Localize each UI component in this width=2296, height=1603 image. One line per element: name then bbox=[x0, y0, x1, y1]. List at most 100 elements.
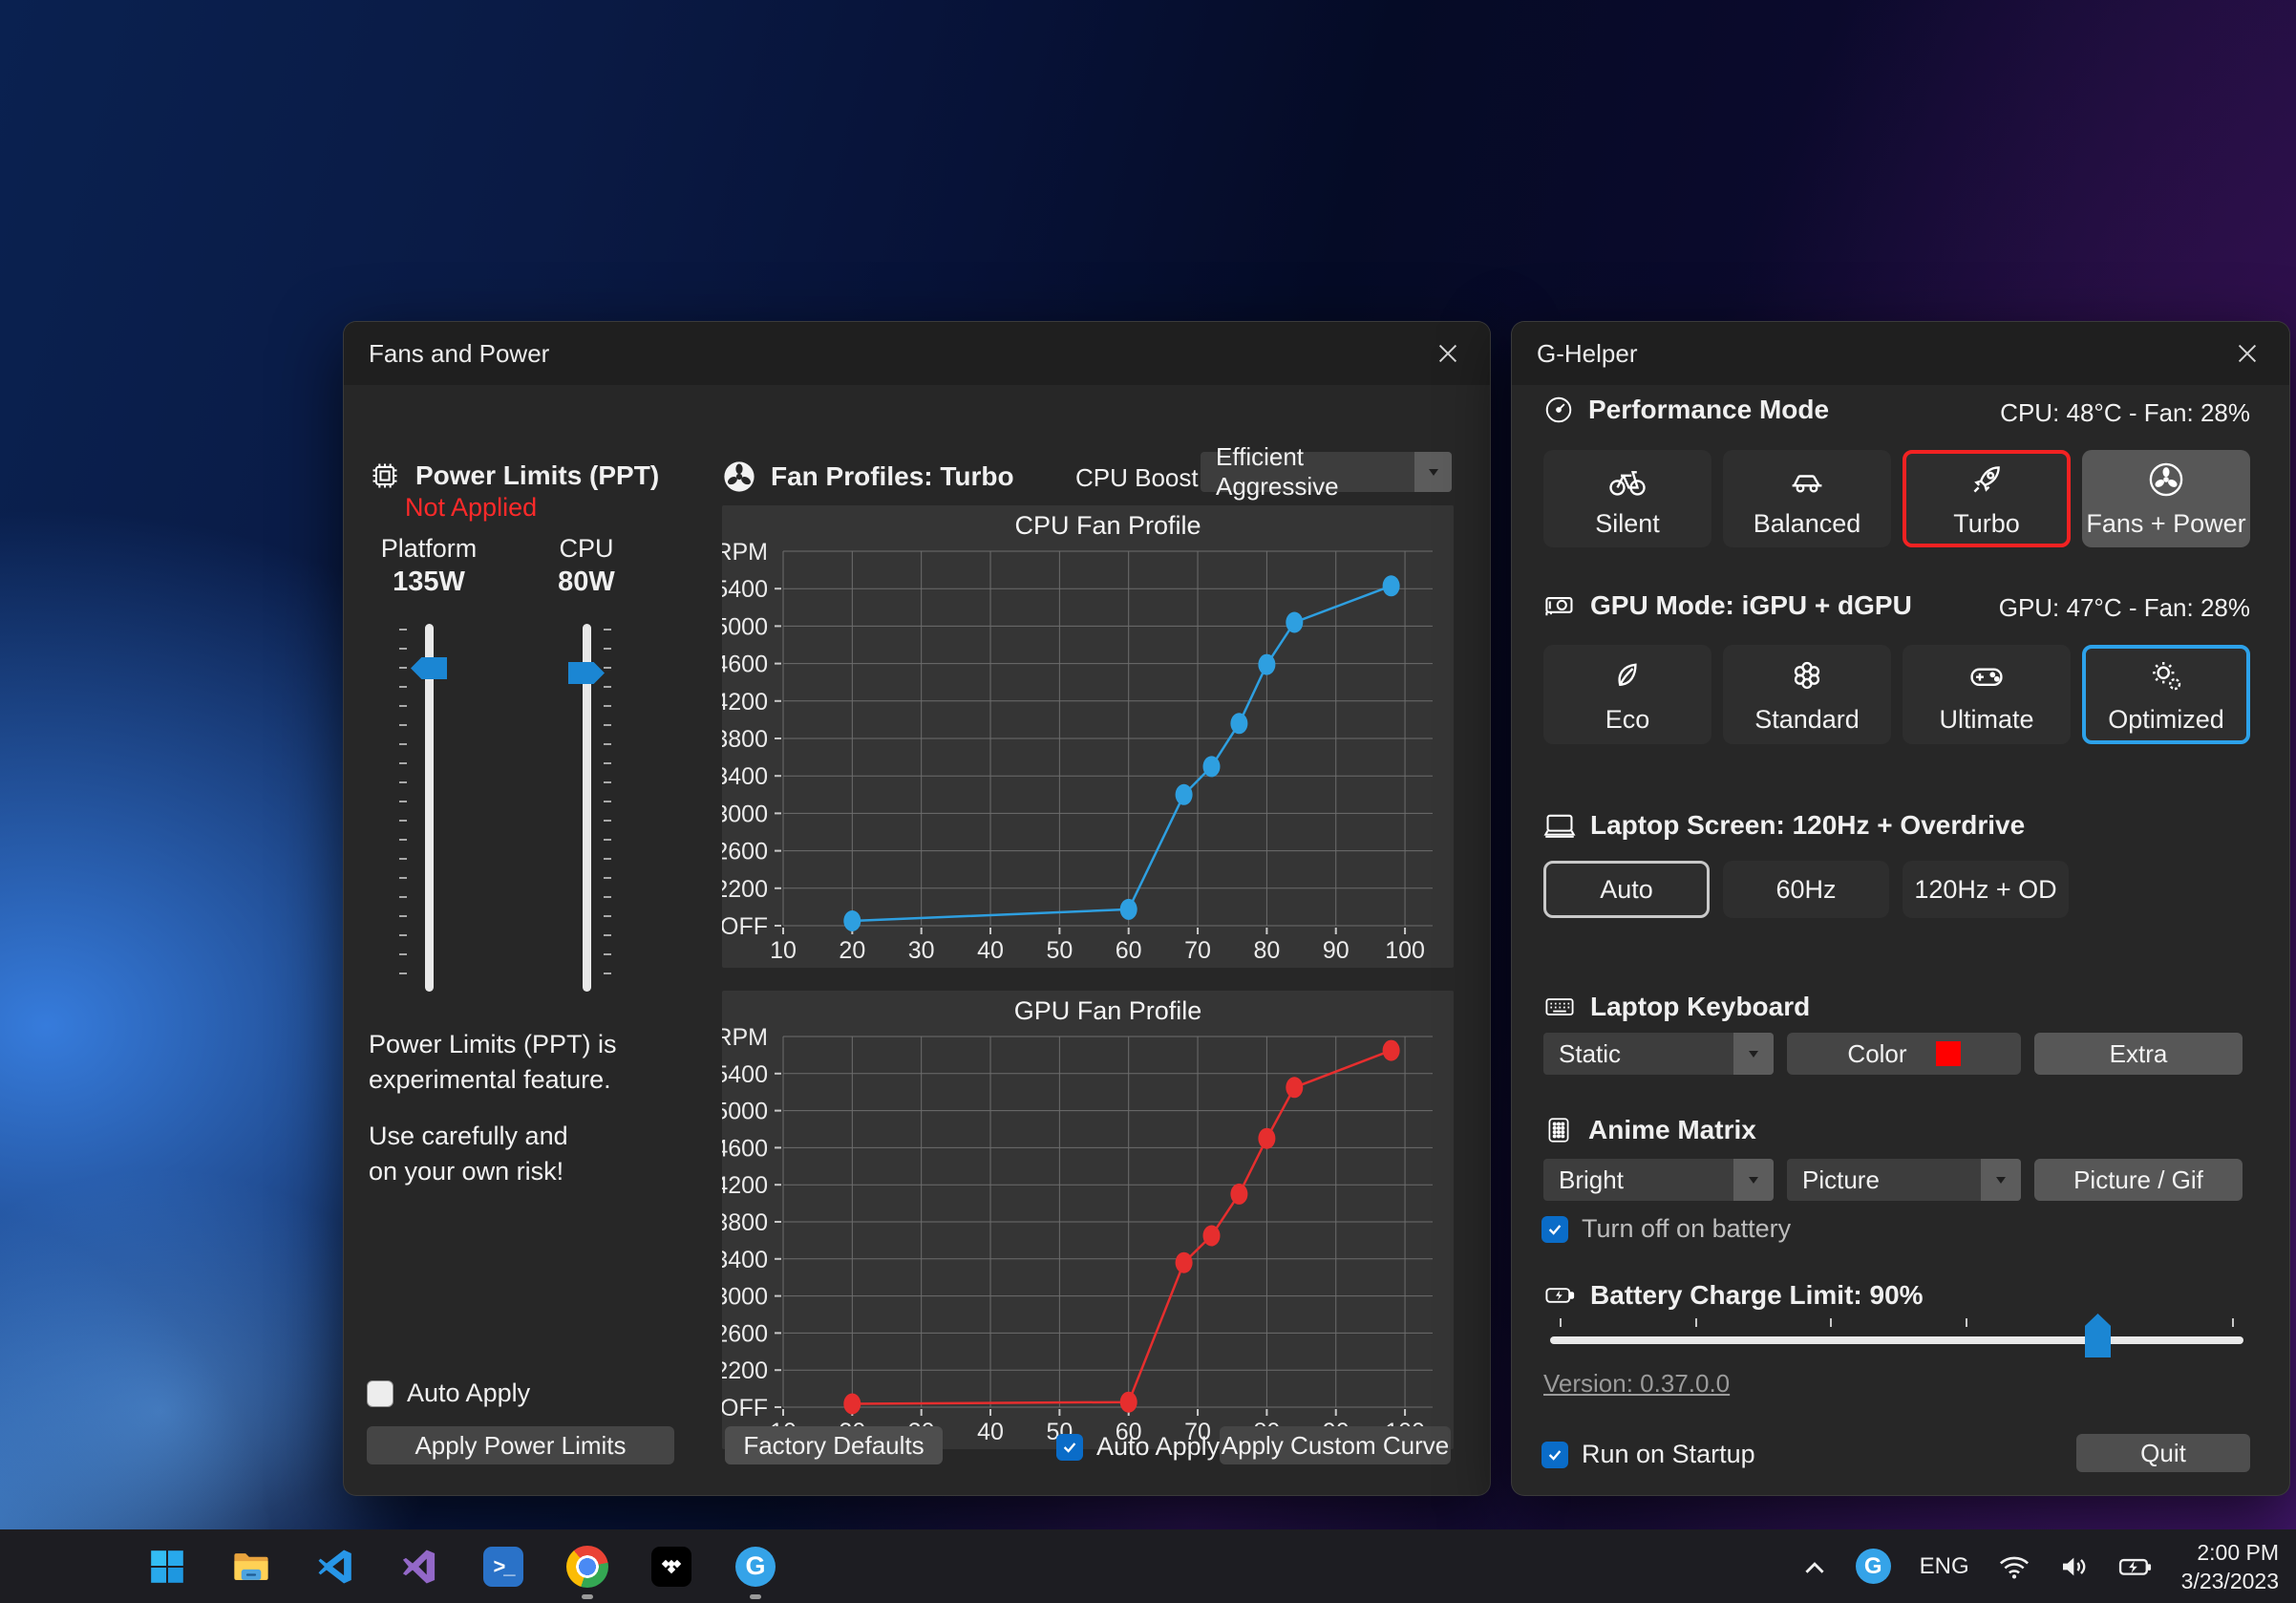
svg-text:3400: 3400 bbox=[722, 1247, 768, 1273]
svg-text:3800: 3800 bbox=[722, 1209, 768, 1236]
cpu-label: CPU bbox=[559, 534, 614, 563]
laptop-screen-header: Laptop Screen: 120Hz + Overdrive bbox=[1543, 809, 2025, 842]
auto-apply-power-row[interactable]: Auto Apply bbox=[367, 1379, 530, 1408]
factory-defaults-button[interactable]: Factory Defaults bbox=[725, 1426, 943, 1464]
close-icon[interactable] bbox=[1427, 332, 1469, 374]
battery-icon[interactable] bbox=[2118, 1554, 2153, 1579]
auto-apply-curve-row[interactable]: Auto Apply bbox=[1056, 1432, 1220, 1462]
turn-off-on-battery-row[interactable]: Turn off on battery bbox=[1541, 1214, 1791, 1244]
gh-titlebar[interactable]: G-Helper bbox=[1512, 322, 2289, 385]
apply-custom-curve-button[interactable]: Apply Custom Curve bbox=[1220, 1426, 1451, 1464]
date: 3/23/2023 bbox=[2180, 1568, 2279, 1593]
gpu-eco-button[interactable]: Eco bbox=[1543, 645, 1711, 744]
optimized-bulb-gear-icon bbox=[2153, 661, 2181, 690]
svg-text:3800: 3800 bbox=[722, 726, 768, 753]
svg-text:3000: 3000 bbox=[722, 1284, 768, 1311]
anime-mode-dropdown[interactable]: Picture bbox=[1787, 1159, 2021, 1201]
svg-text:30: 30 bbox=[908, 937, 935, 964]
start-button[interactable] bbox=[145, 1545, 189, 1589]
gamepad-icon bbox=[1970, 668, 2003, 686]
run-on-startup-checkbox[interactable] bbox=[1541, 1441, 1568, 1468]
monitor-icon bbox=[1543, 814, 1576, 838]
fans-window-body: Power Limits (PPT) Not Applied Platform … bbox=[344, 385, 1490, 1495]
matrix-icon bbox=[1548, 1118, 1569, 1143]
visual-studio-icon bbox=[402, 1550, 436, 1583]
mode-turbo-button[interactable]: Turbo bbox=[1903, 450, 2071, 547]
check-icon bbox=[1548, 1449, 1562, 1461]
chip-icon bbox=[372, 463, 397, 488]
quit-button[interactable]: Quit bbox=[2076, 1434, 2250, 1472]
close-icon[interactable] bbox=[2226, 332, 2268, 374]
svg-text:90: 90 bbox=[1323, 937, 1350, 964]
file-explorer-icon bbox=[234, 1552, 268, 1580]
svg-text:OFF: OFF bbox=[722, 1395, 768, 1421]
platform-slider-handle[interactable] bbox=[411, 657, 447, 679]
anime-picture-gif-button[interactable]: Picture / Gif bbox=[2034, 1159, 2243, 1201]
platform-slider-track[interactable] bbox=[425, 624, 434, 992]
apply-power-limits-button[interactable]: Apply Power Limits bbox=[367, 1426, 674, 1464]
anime-brightness-dropdown[interactable]: Bright bbox=[1543, 1159, 1774, 1201]
gpu-ultimate-button[interactable]: Ultimate bbox=[1903, 645, 2071, 744]
tidal-button[interactable] bbox=[649, 1545, 693, 1589]
auto-apply-curve-checkbox[interactable] bbox=[1056, 1433, 1083, 1461]
vscode-icon bbox=[318, 1550, 351, 1583]
chevron-down-icon bbox=[1981, 1159, 2021, 1201]
cpu-slider-track[interactable] bbox=[583, 624, 591, 992]
svg-text:60: 60 bbox=[1116, 1419, 1142, 1445]
terminal-button[interactable]: >_ bbox=[481, 1545, 525, 1589]
gauge-icon bbox=[1545, 396, 1572, 423]
svg-text:CPU Fan Profile: CPU Fan Profile bbox=[1014, 511, 1201, 540]
color-swatch bbox=[1935, 1041, 1961, 1066]
keyboard-mode-dropdown[interactable]: Static bbox=[1543, 1033, 1774, 1075]
chevron-down-icon bbox=[1733, 1033, 1774, 1075]
gpu-standard-button[interactable]: Standard bbox=[1723, 645, 1891, 744]
battery-slider-track[interactable] bbox=[1550, 1336, 2243, 1344]
chrome-button[interactable] bbox=[565, 1545, 609, 1599]
screen-auto-button[interactable]: Auto bbox=[1543, 861, 1710, 918]
mode-balanced-button[interactable]: Balanced bbox=[1723, 450, 1891, 547]
svg-text:5400: 5400 bbox=[722, 576, 768, 603]
wifi-icon[interactable] bbox=[1998, 1553, 2030, 1580]
gpu-fan-curve[interactable]: OFF 2200 2600 3000 3400 3800 4200 4600 5000 5400 R… bbox=[722, 991, 1454, 1449]
keyboard-color-button[interactable]: Color bbox=[1787, 1033, 2021, 1075]
g-helper-taskbar-button[interactable]: G bbox=[733, 1545, 777, 1599]
leaf-icon bbox=[1618, 662, 1637, 686]
tray-chevron-up-icon[interactable] bbox=[1802, 1557, 1827, 1576]
gpu-fan-chart-panel: OFF 2200 2600 3000 3400 3800 4200 4600 5000 5400 R… bbox=[722, 991, 1454, 1449]
cpu-fan-curve[interactable]: OFF 2200 2600 3000 3400 3800 4200 4600 5000 5400 R… bbox=[722, 505, 1454, 968]
cpu-slider-handle[interactable] bbox=[568, 662, 605, 684]
svg-text:3000: 3000 bbox=[722, 801, 768, 827]
turn-off-on-battery-checkbox[interactable] bbox=[1541, 1215, 1568, 1243]
screen-120hz-od-button[interactable]: 120Hz + OD bbox=[1903, 861, 2069, 918]
battery-slider-handle[interactable] bbox=[2085, 1314, 2111, 1357]
file-explorer-button[interactable] bbox=[229, 1545, 273, 1589]
volume-icon[interactable] bbox=[2059, 1553, 2090, 1580]
svg-text:2600: 2600 bbox=[722, 839, 768, 866]
svg-text:4200: 4200 bbox=[722, 689, 768, 716]
cpu-boost-dropdown[interactable]: Efficient Aggressive bbox=[1201, 442, 1452, 501]
mode-fans-power-button[interactable]: Fans + Power bbox=[2082, 450, 2250, 547]
svg-text:RPM: RPM bbox=[722, 1024, 768, 1051]
g-helper-tray-icon[interactable]: G bbox=[1855, 1549, 1891, 1584]
screen-60hz-button[interactable]: 60Hz bbox=[1723, 861, 1889, 918]
auto-apply-power-checkbox[interactable] bbox=[367, 1379, 393, 1407]
svg-text:GPU Fan Profile: GPU Fan Profile bbox=[1014, 996, 1202, 1025]
svg-text:OFF: OFF bbox=[722, 913, 768, 940]
clock[interactable]: 2:00 PM 3/23/2023 bbox=[2181, 1538, 2279, 1595]
run-on-startup-row[interactable]: Run on Startup bbox=[1541, 1440, 1755, 1469]
svg-text:40: 40 bbox=[977, 937, 1004, 964]
vscode-button[interactable] bbox=[313, 1545, 357, 1589]
laptop-keyboard-header: Laptop Keyboard bbox=[1543, 991, 1810, 1023]
version-link[interactable]: Version: 0.37.0.0 bbox=[1543, 1369, 1731, 1398]
system-tray: G ENG 2:00 PM bbox=[1802, 1538, 2279, 1595]
keyboard-extra-button[interactable]: Extra bbox=[2034, 1033, 2243, 1075]
visual-studio-button[interactable] bbox=[397, 1545, 441, 1589]
power-limits-header: Power Limits (PPT) bbox=[369, 460, 659, 492]
gpu-optimized-button[interactable]: Optimized bbox=[2082, 645, 2250, 744]
language-indicator[interactable]: ENG bbox=[1919, 1552, 1969, 1579]
running-indicator bbox=[582, 1593, 593, 1599]
svg-text:60: 60 bbox=[1116, 937, 1142, 964]
fans-window-title: Fans and Power bbox=[369, 338, 550, 368]
mode-silent-button[interactable]: Silent bbox=[1543, 450, 1711, 547]
fans-window-titlebar[interactable]: Fans and Power bbox=[344, 322, 1490, 385]
